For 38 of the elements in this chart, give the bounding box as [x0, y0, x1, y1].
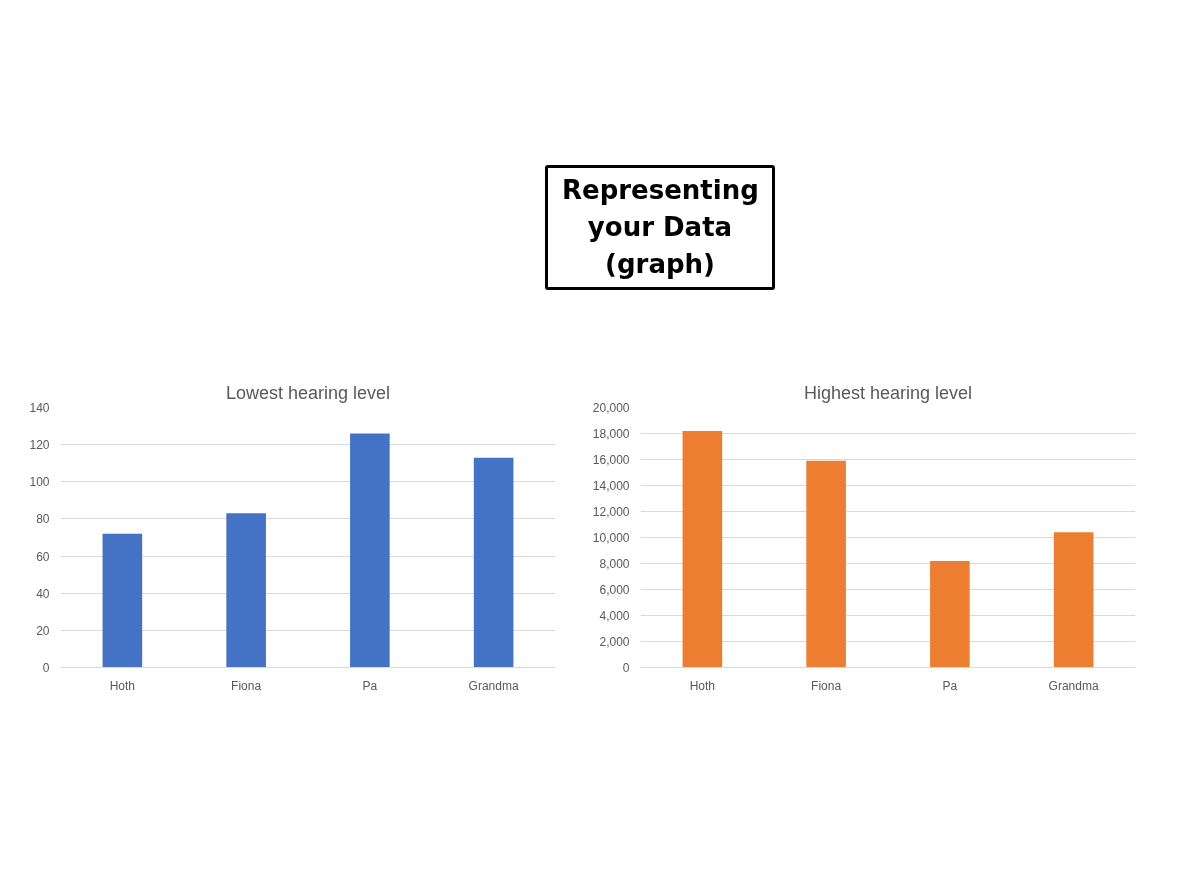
chart-title: Lowest hearing level — [225, 382, 391, 403]
x-tick-label: Pa — [362, 678, 378, 693]
x-tick-label: Hoth — [109, 678, 136, 693]
x-tick-label: Hoth — [689, 678, 716, 693]
y-tick-label: 8,000 — [599, 557, 630, 572]
bar — [682, 431, 723, 668]
y-tick-label: 6,000 — [599, 583, 630, 598]
y-tick-label: 2,000 — [599, 635, 630, 650]
bar — [350, 433, 390, 668]
y-tick-label: 0 — [42, 661, 50, 676]
y-tick-label: 120 — [29, 438, 50, 453]
bar — [930, 561, 970, 668]
x-tick-label: Grandma — [1048, 678, 1099, 693]
chart-title: Highest hearing level — [803, 382, 973, 403]
bar — [102, 534, 143, 668]
bar — [1053, 532, 1094, 668]
y-tick-label: 60 — [36, 549, 50, 564]
x-tick-label: Fiona — [811, 678, 842, 693]
y-tick-label: 0 — [622, 661, 630, 676]
y-tick-label: 14,000 — [592, 479, 630, 494]
bar — [473, 458, 514, 668]
y-tick-label: 20,000 — [592, 401, 630, 416]
x-tick-label: Fiona — [231, 678, 262, 693]
y-tick-label: 100 — [29, 475, 50, 490]
bar — [806, 461, 846, 668]
y-tick-label: 80 — [36, 512, 50, 527]
y-tick-label: 20 — [36, 624, 50, 639]
x-tick-label: Pa — [942, 678, 958, 693]
y-tick-label: 18,000 — [592, 427, 630, 442]
y-tick-label: 10,000 — [592, 531, 630, 546]
y-tick-label: 140 — [29, 401, 50, 416]
y-tick-label: 12,000 — [592, 505, 630, 520]
bar — [226, 513, 266, 668]
y-tick-label: 40 — [36, 587, 50, 602]
x-tick-label: Grandma — [468, 678, 519, 693]
text: Representing your Data (graph) — [545, 165, 775, 291]
y-tick-label: 16,000 — [592, 453, 630, 468]
y-tick-label: 4,000 — [599, 609, 630, 624]
